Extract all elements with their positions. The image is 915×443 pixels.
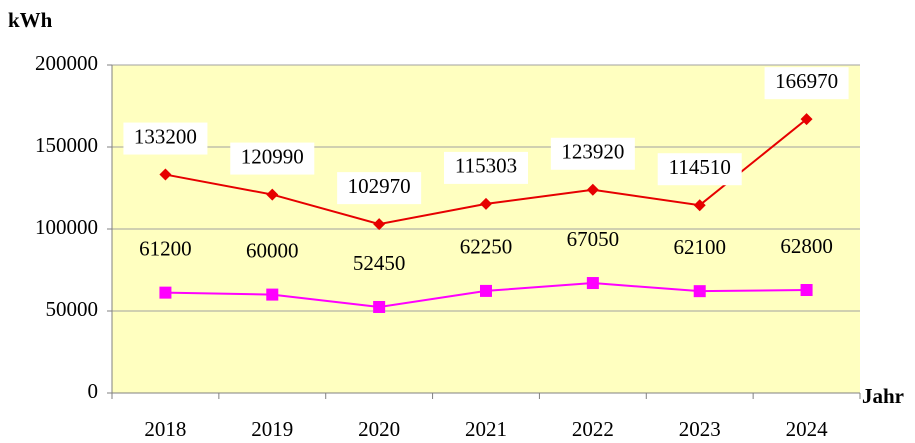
x-tick-label: 2019 xyxy=(251,417,293,441)
y-tick-label: 0 xyxy=(88,379,99,403)
data-label: 120990 xyxy=(241,144,304,168)
data-label: 62100 xyxy=(673,235,726,259)
x-tick-label: 2024 xyxy=(786,417,829,441)
point xyxy=(266,188,279,201)
point xyxy=(373,218,386,231)
y-tick-label: 150000 xyxy=(35,133,98,157)
data-label: 114510 xyxy=(669,155,731,179)
data-label: 166970 xyxy=(775,69,838,93)
x-tick-label: 2020 xyxy=(358,417,400,441)
x-tick-label: 2023 xyxy=(679,417,721,441)
label-box xyxy=(123,122,208,155)
point xyxy=(480,284,492,297)
y-tick-label: 50000 xyxy=(46,297,99,321)
point xyxy=(159,168,172,181)
data-label: 61200 xyxy=(139,236,192,260)
y-axis-label: kWh xyxy=(8,8,53,32)
x-axis-label: Jahr xyxy=(862,384,904,408)
label-box xyxy=(764,67,849,100)
label-box xyxy=(550,137,635,170)
point xyxy=(693,199,706,212)
data-label: 133200 xyxy=(134,124,197,148)
point xyxy=(159,286,172,299)
y-tick-label: 200000 xyxy=(35,51,98,75)
point xyxy=(373,300,386,313)
label-box xyxy=(657,153,742,186)
point xyxy=(693,285,706,298)
data-label: 67050 xyxy=(567,227,620,251)
x-tick-label: 2021 xyxy=(465,417,507,441)
data-label: 123920 xyxy=(561,140,624,164)
x-tick-label: 2022 xyxy=(572,417,614,441)
y-tick-label: 100000 xyxy=(35,215,98,239)
point xyxy=(266,288,279,301)
data-label: 102970 xyxy=(348,174,411,198)
label-box xyxy=(230,142,315,175)
point xyxy=(586,183,599,196)
point xyxy=(800,113,813,126)
data-label: 62800 xyxy=(780,234,833,258)
data-label: 115303 xyxy=(455,154,517,178)
data-label: 60000 xyxy=(246,238,299,262)
point xyxy=(480,197,492,210)
data-label: 62250 xyxy=(460,235,513,259)
label-box xyxy=(337,172,422,205)
point xyxy=(586,277,599,290)
point xyxy=(800,284,813,297)
x-tick-label: 2018 xyxy=(144,417,186,441)
data-label: 52450 xyxy=(353,251,406,275)
label-box xyxy=(444,151,528,184)
